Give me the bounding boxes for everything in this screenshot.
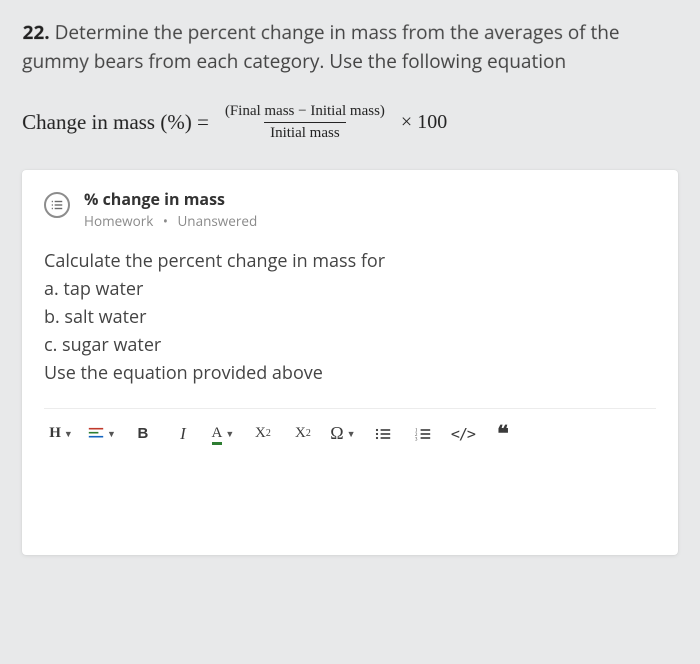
equation-tail: × 100 — [401, 111, 447, 134]
answer-card: % change in mass Homework • Unanswered C… — [22, 170, 678, 554]
numbered-list-icon: 1 2 3 — [415, 427, 431, 441]
caret-down-icon: ▼ — [64, 429, 73, 439]
equation-numerator: (Final mass − Initial mass) — [219, 103, 391, 122]
caret-down-icon: ▼ — [225, 429, 234, 439]
equation-fraction: (Final mass − Initial mass) Initial mass — [219, 103, 391, 142]
special-char-button[interactable]: Ω ▼ — [326, 419, 360, 449]
equation-lhs: Change in mass (%) = — [22, 110, 209, 135]
bullet-list-icon — [375, 427, 391, 441]
prompt-item-a: a. tap water — [44, 276, 656, 304]
question-text: 22. Determine the percent change in mass… — [22, 18, 678, 77]
code-button[interactable]: </> — [446, 419, 480, 449]
equation: Change in mass (%) = (Final mass − Initi… — [22, 103, 678, 142]
bold-button[interactable]: B — [126, 419, 160, 449]
meta-separator-icon: • — [163, 212, 168, 230]
card-title: % change in mass — [84, 188, 257, 210]
card-meta: Homework • Unanswered — [84, 212, 257, 230]
question-body: Determine the percent change in mass fro… — [22, 19, 620, 74]
svg-text:3: 3 — [415, 437, 418, 441]
caret-down-icon: ▼ — [107, 429, 116, 439]
equation-denominator: Initial mass — [264, 122, 346, 142]
superscript-button[interactable]: X2 — [286, 419, 320, 449]
ordered-list-button[interactable]: 1 2 3 — [406, 419, 440, 449]
align-left-icon — [88, 427, 104, 440]
text-color-button[interactable]: A ▼ — [206, 419, 240, 449]
prompt-outro: Use the equation provided above — [44, 360, 656, 388]
card-header: % change in mass Homework • Unanswered — [44, 188, 656, 230]
meta-category: Homework — [84, 212, 153, 230]
prompt-intro: Calculate the percent change in mass for — [44, 248, 656, 276]
heading-button[interactable]: H ▼ — [44, 419, 78, 449]
blockquote-button[interactable]: ❝ — [486, 419, 520, 449]
question-number: 22. — [22, 19, 49, 45]
editor-toolbar: H ▼ ▼ B I A ▼ X2 X2 Ω ▼ — [44, 408, 656, 465]
align-button[interactable]: ▼ — [84, 419, 120, 449]
italic-button[interactable]: I — [166, 419, 200, 449]
caret-down-icon: ▼ — [347, 429, 356, 439]
unordered-list-button[interactable] — [366, 419, 400, 449]
meta-status: Unanswered — [177, 212, 257, 230]
list-check-icon — [44, 192, 70, 218]
prompt-block: Calculate the percent change in mass for… — [44, 248, 656, 387]
answer-editor[interactable] — [44, 465, 656, 555]
prompt-item-b: b. salt water — [44, 304, 656, 332]
subscript-button[interactable]: X2 — [246, 419, 280, 449]
prompt-item-c: c. sugar water — [44, 332, 656, 360]
